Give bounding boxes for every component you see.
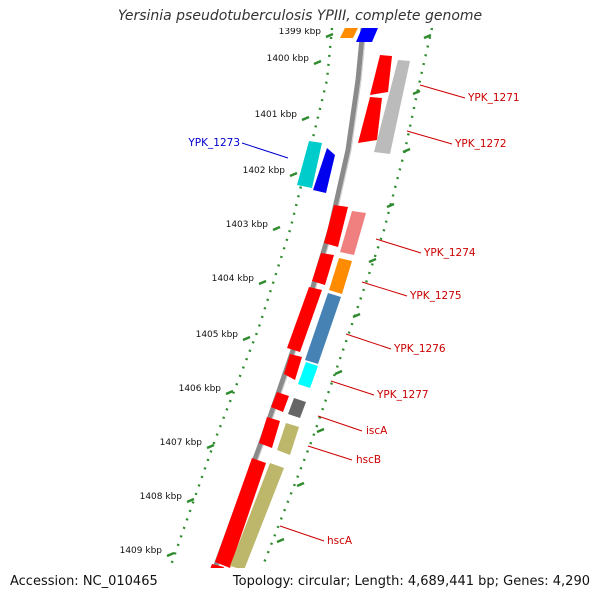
gene-label[interactable]: YPK_1275	[409, 290, 462, 302]
gene-callout-line	[307, 445, 353, 461]
kbp-tick-mark	[325, 32, 334, 39]
kbp-tick-mark-right	[276, 537, 285, 544]
gene-block-isca-red	[271, 392, 289, 412]
kbp-tick-mark	[225, 389, 234, 396]
feature-blocks	[210, 28, 410, 568]
gene-label[interactable]: YPK_1274	[423, 247, 476, 259]
kbp-tick-mark	[301, 115, 310, 122]
gene-block-hsca-khaki	[230, 463, 284, 568]
gene-block-blue-top	[356, 28, 378, 42]
kbp-ticks: 1399 kbp 1400 kbp 1401 kbp 1402 kbp 1403 kbp…	[120, 27, 432, 558]
kbp-tick-mark-right	[316, 427, 325, 434]
gene-block-orange	[340, 28, 358, 38]
gene-block-ypk1277-cyan	[298, 362, 318, 388]
kbp-tick-label: 1403 kbp	[226, 220, 269, 230]
gene-block-ypk1273-cyan	[297, 141, 322, 188]
kbp-tick-mark-right	[296, 481, 305, 488]
gene-block-ypk1274-red	[324, 205, 348, 247]
gene-callout-line	[279, 525, 325, 542]
kbp-tick-mark	[272, 225, 281, 232]
gene-block-ypk1274-pink	[340, 211, 366, 255]
kbp-tick-mark	[166, 551, 175, 558]
gene-block-bottom-red	[210, 564, 224, 568]
gene-block-ypk1275-red	[312, 253, 334, 285]
genome-backbone	[212, 28, 366, 568]
kbp-tick-label: 1409 kbp	[120, 546, 163, 556]
gene-block-hsca-red	[215, 458, 266, 568]
gene-block-ypk1276-red	[287, 287, 322, 352]
gene-block-hscb-red	[259, 417, 280, 448]
gene-block-isca-grey	[288, 398, 306, 418]
gene-block-ypk1271	[370, 55, 392, 95]
kbp-tick-mark	[186, 497, 195, 504]
kbp-tick-label: 1401 kbp	[255, 110, 298, 120]
kbp-tick-mark	[206, 443, 215, 450]
gene-callout-line	[330, 380, 375, 396]
kbp-tick-label: 1406 kbp	[179, 384, 222, 394]
kbp-tick-mark	[242, 335, 251, 342]
gene-callout-line	[375, 238, 422, 254]
map-title: Yersinia pseudotuberculosis YPIII, compl…	[117, 8, 483, 24]
gene-block-ypk1276-steel	[305, 293, 341, 364]
gene-block-hscb-khaki	[277, 423, 299, 455]
kbp-tick-label: 1404 kbp	[212, 274, 255, 284]
kbp-tick-mark-right	[402, 147, 411, 154]
gene-label[interactable]: YPK_1273	[187, 137, 240, 149]
kbp-tick-label: 1399 kbp	[279, 27, 322, 37]
gene-label[interactable]: iscA	[366, 425, 388, 437]
kbp-tick-mark-right	[423, 33, 432, 40]
kbp-tick-label: 1405 kbp	[196, 330, 239, 340]
gene-label[interactable]: hscA	[327, 535, 353, 547]
gene-callouts: YPK_1271 YPK_1272 YPK_1273 YPK_1274 YPK_1275…	[187, 84, 520, 547]
kbp-tick-mark	[258, 279, 267, 286]
gene-block-ypk1277-red	[284, 354, 302, 380]
gene-block-ypk1272-grey	[374, 60, 410, 154]
kbp-tick-label: 1400 kbp	[267, 54, 310, 64]
gene-label[interactable]: YPK_1277	[376, 389, 429, 401]
kbp-tick-label: 1407 kbp	[160, 438, 203, 448]
gene-label[interactable]: YPK_1272	[454, 138, 507, 150]
gene-label[interactable]: YPK_1271	[467, 92, 520, 104]
kbp-tick-mark-right	[412, 89, 421, 96]
gene-callout-line	[317, 415, 363, 432]
gene-callout-line	[361, 281, 408, 297]
gene-block-ypk1272-red	[358, 97, 382, 143]
gene-label[interactable]: hscB	[356, 454, 381, 466]
kbp-tick-mark-right	[386, 202, 395, 209]
kbp-tick-label: 1402 kbp	[243, 166, 286, 176]
kbp-tick-mark-right	[368, 257, 377, 264]
gene-callout-line	[419, 84, 466, 99]
gene-block-ypk1273-blue	[313, 148, 335, 193]
gene-label[interactable]: YPK_1276	[393, 343, 446, 355]
accession-label: Accession: NC_010465	[10, 574, 158, 589]
kbp-tick-mark	[289, 171, 298, 178]
gene-callout-line	[406, 130, 453, 145]
gene-block-ypk1275-orange	[329, 258, 352, 294]
tick-track-right	[260, 28, 434, 568]
kbp-tick-mark	[313, 59, 322, 66]
gene-callout-line	[241, 142, 289, 159]
kbp-tick-label: 1408 kbp	[140, 492, 183, 502]
kbp-tick-mark-right	[334, 369, 343, 376]
kbp-tick-mark-right	[352, 312, 361, 319]
genome-summary-label: Topology: circular; Length: 4,689,441 bp…	[232, 574, 590, 589]
genome-backbone-highlight	[217, 28, 367, 568]
gene-callout-line	[345, 333, 392, 350]
